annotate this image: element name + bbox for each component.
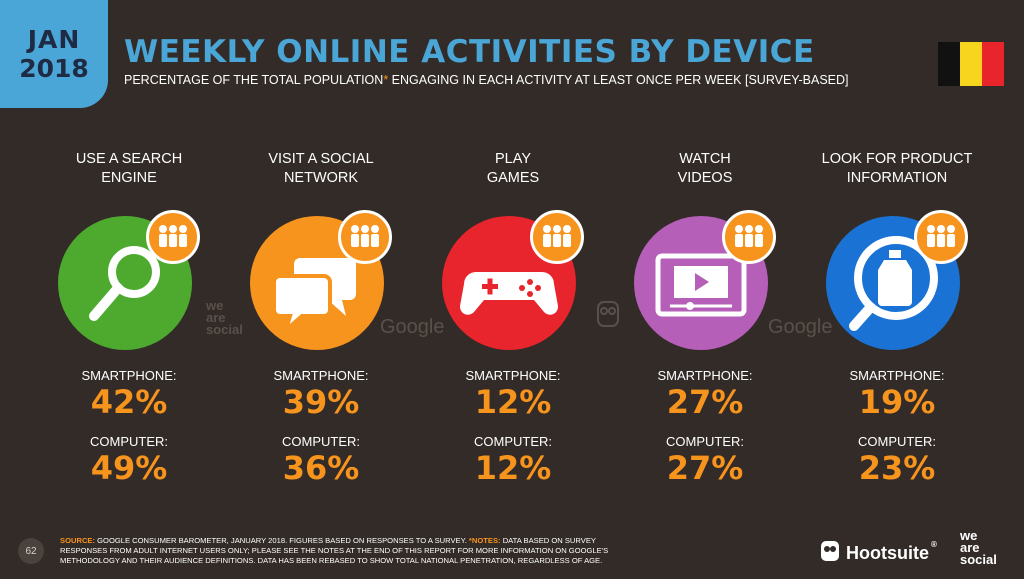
smartphone-label: SMARTPHONE: — [657, 368, 753, 383]
belgium-flag — [938, 42, 1004, 86]
smartphone-value: 27% — [666, 383, 744, 421]
activity-icon-wrap — [822, 200, 972, 350]
computer-label: COMPUTER: — [858, 434, 936, 449]
source-key: SOURCE: — [60, 536, 96, 545]
people-icon — [722, 210, 776, 264]
smartphone-label: SMARTPHONE: — [81, 368, 177, 383]
activity-label: PLAY GAMES — [486, 151, 540, 186]
hootsuite-logo: Hootsuite ® — [820, 540, 937, 567]
subtitle-part1: PERCENTAGE OF THE TOTAL POPULATION — [124, 73, 384, 87]
product-search-icon — [826, 216, 960, 350]
computer-label: COMPUTER: — [474, 434, 552, 449]
activity-label: LOOK FOR PRODUCT INFORMATION — [821, 151, 973, 186]
date-badge: JAN 2018 — [0, 0, 108, 108]
activity-product-info: LOOK FOR PRODUCT INFORMATION — [802, 150, 992, 350]
google-watermark-2: Google — [768, 316, 833, 338]
activity-icon-wrap — [246, 200, 396, 350]
activity-icon-wrap — [54, 200, 204, 350]
computer-label: COMPUTER: — [666, 434, 744, 449]
computer-value: 49% — [90, 449, 168, 487]
people-icon — [530, 210, 584, 264]
people-icon — [914, 210, 968, 264]
smartphone-label: SMARTPHONE: — [849, 368, 945, 383]
activity-label: WATCH VIDEOS — [677, 151, 733, 186]
flag-stripe-1 — [938, 42, 960, 86]
computer-label: COMPUTER: — [282, 434, 360, 449]
hootsuite-wordmark: Hootsuite — [846, 543, 929, 563]
page-title: WEEKLY ONLINE ACTIVITIES BY DEVICE — [124, 34, 815, 70]
we-are-social-watermark: we are social — [206, 298, 243, 337]
page-subtitle: PERCENTAGE OF THE TOTAL POPULATION* ENGA… — [124, 73, 849, 87]
smartphone-value: 42% — [90, 383, 168, 421]
flag-stripe-2 — [960, 42, 982, 86]
subtitle-asterisk: * — [383, 73, 389, 87]
date-year: 2018 — [19, 54, 89, 83]
notes-key: *NOTES: — [468, 536, 501, 545]
computer-value: 23% — [858, 449, 936, 487]
activity-icon-wrap — [630, 200, 780, 350]
flag-stripe-3 — [982, 42, 1004, 86]
smartphone-label: SMARTPHONE: — [465, 368, 561, 383]
people-icon — [338, 210, 392, 264]
computer-value: 12% — [474, 449, 552, 487]
notes-text: DATA BASED ON SURVEY RESPONSES FROM ADUL… — [60, 536, 609, 565]
owl-icon — [820, 540, 840, 567]
computer-value: 27% — [666, 449, 744, 487]
source-text: GOOGLE CONSUMER BAROMETER, JANUARY 2018.… — [95, 536, 469, 545]
google-watermark-1: Google — [380, 316, 445, 338]
activity-videos: WATCH VIDEOS — [610, 150, 800, 350]
subtitle-part2: ENGAGING IN EACH ACTIVITY AT LEAST ONCE … — [388, 73, 849, 87]
people-icon — [146, 210, 200, 264]
owl-watermark-icon — [596, 300, 620, 333]
activity-social: VISIT A SOCIAL NETWORK — [226, 150, 416, 350]
activity-games: PLAY GAMES — [418, 150, 608, 350]
activity-icon-wrap — [438, 200, 588, 350]
date-month: JAN — [27, 25, 81, 54]
activity-label: VISIT A SOCIAL NETWORK — [268, 151, 374, 186]
source-notes: SOURCE: GOOGLE CONSUMER BAROMETER, JANUA… — [60, 536, 620, 566]
registered-mark: ® — [931, 540, 937, 549]
smartphone-value: 39% — [282, 383, 360, 421]
smartphone-value: 12% — [474, 383, 552, 421]
computer-label: COMPUTER: — [90, 434, 168, 449]
activity-search: USE A SEARCH ENGINE — [34, 150, 224, 350]
smartphone-value: 19% — [858, 383, 936, 421]
activity-label: USE A SEARCH ENGINE — [75, 151, 183, 186]
computer-value: 36% — [282, 449, 360, 487]
page-number: 62 — [18, 538, 44, 564]
smartphone-label: SMARTPHONE: — [273, 368, 369, 383]
we-are-social-logo: we are social — [960, 528, 997, 567]
